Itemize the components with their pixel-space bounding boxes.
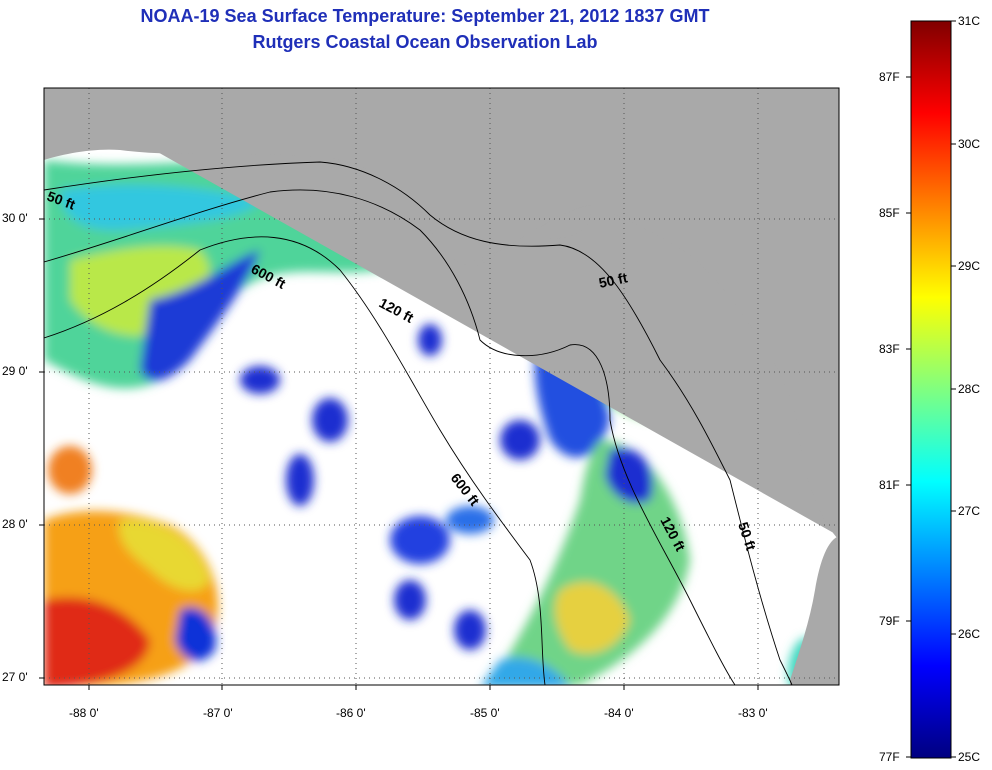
sst-southwest-blue bbox=[175, 607, 216, 661]
axis-tick-marks bbox=[39, 218, 759, 690]
cbar-f-83: 83F bbox=[879, 342, 900, 356]
contour-600ft bbox=[44, 236, 546, 685]
colorbar-ticks bbox=[906, 20, 956, 758]
sst-patch-central-6 bbox=[286, 454, 314, 506]
cbar-f-81: 81F bbox=[879, 478, 900, 492]
cbar-c-26: 26C bbox=[958, 627, 981, 641]
sst-southeast-blue bbox=[605, 448, 653, 504]
cbar-c-31: 31C bbox=[958, 14, 981, 28]
sst-patch-central-8 bbox=[454, 610, 486, 650]
sst-blue-band-northwest bbox=[140, 250, 260, 381]
sst-patch-central-3 bbox=[394, 580, 426, 620]
sst-south-edge bbox=[482, 657, 569, 685]
lon-label-87: -87 0' bbox=[203, 706, 233, 720]
contour-120ft bbox=[44, 189, 736, 685]
land-florida-panhandle bbox=[44, 88, 839, 540]
sst-southwest-yellow bbox=[119, 519, 210, 591]
lon-label-83: -83 0' bbox=[738, 706, 768, 720]
cbar-f-79: 79F bbox=[879, 614, 900, 628]
cbar-c-25: 25C bbox=[958, 750, 981, 764]
lon-label-88: -88 0' bbox=[69, 706, 99, 720]
contour-50ft bbox=[44, 161, 793, 685]
colorbar bbox=[906, 20, 956, 759]
sst-patch-central-5 bbox=[500, 420, 540, 460]
sst-southeast-yellow bbox=[554, 581, 630, 654]
cbar-c-29: 29C bbox=[958, 259, 981, 273]
lat-label-28: 28 0' bbox=[2, 517, 28, 531]
lon-label-86: -86 0' bbox=[336, 706, 366, 720]
land-big-bend-bay bbox=[470, 205, 591, 262]
cbar-f-87: 87F bbox=[879, 70, 900, 84]
title-line-2: Rutgers Coastal Ocean Observation Lab bbox=[252, 32, 598, 52]
lon-label-85: -85 0' bbox=[470, 706, 500, 720]
lat-label-27: 27 0' bbox=[2, 670, 28, 684]
colorbar-gradient bbox=[910, 20, 952, 759]
sst-patch-central-4 bbox=[446, 506, 494, 534]
lat-label-29: 29 0' bbox=[2, 364, 28, 378]
contour-label-50ft-east: 50 ft bbox=[597, 269, 629, 291]
cbar-c-28: 28C bbox=[958, 382, 981, 396]
sst-southwest-hot bbox=[44, 597, 150, 685]
sst-patch-central-9 bbox=[418, 324, 442, 356]
sst-patch-central-1 bbox=[312, 398, 348, 442]
cbar-f-85: 85F bbox=[879, 206, 900, 220]
sst-patch-central-7 bbox=[240, 366, 280, 394]
sst-southwest-orange bbox=[48, 446, 92, 494]
sst-patch-central-2 bbox=[390, 516, 450, 564]
lat-label-30: 30 0' bbox=[2, 211, 28, 225]
lon-label-84: -84 0' bbox=[604, 706, 634, 720]
map-frame bbox=[43, 87, 840, 686]
bathymetry-contours bbox=[44, 161, 793, 685]
cbar-c-30: 30C bbox=[958, 137, 981, 151]
cbar-c-27: 27C bbox=[958, 504, 981, 518]
title-line-1: NOAA-19 Sea Surface Temperature: Septemb… bbox=[140, 6, 710, 26]
land-gulf-coast bbox=[44, 88, 839, 685]
cbar-f-77: 77F bbox=[879, 750, 900, 764]
